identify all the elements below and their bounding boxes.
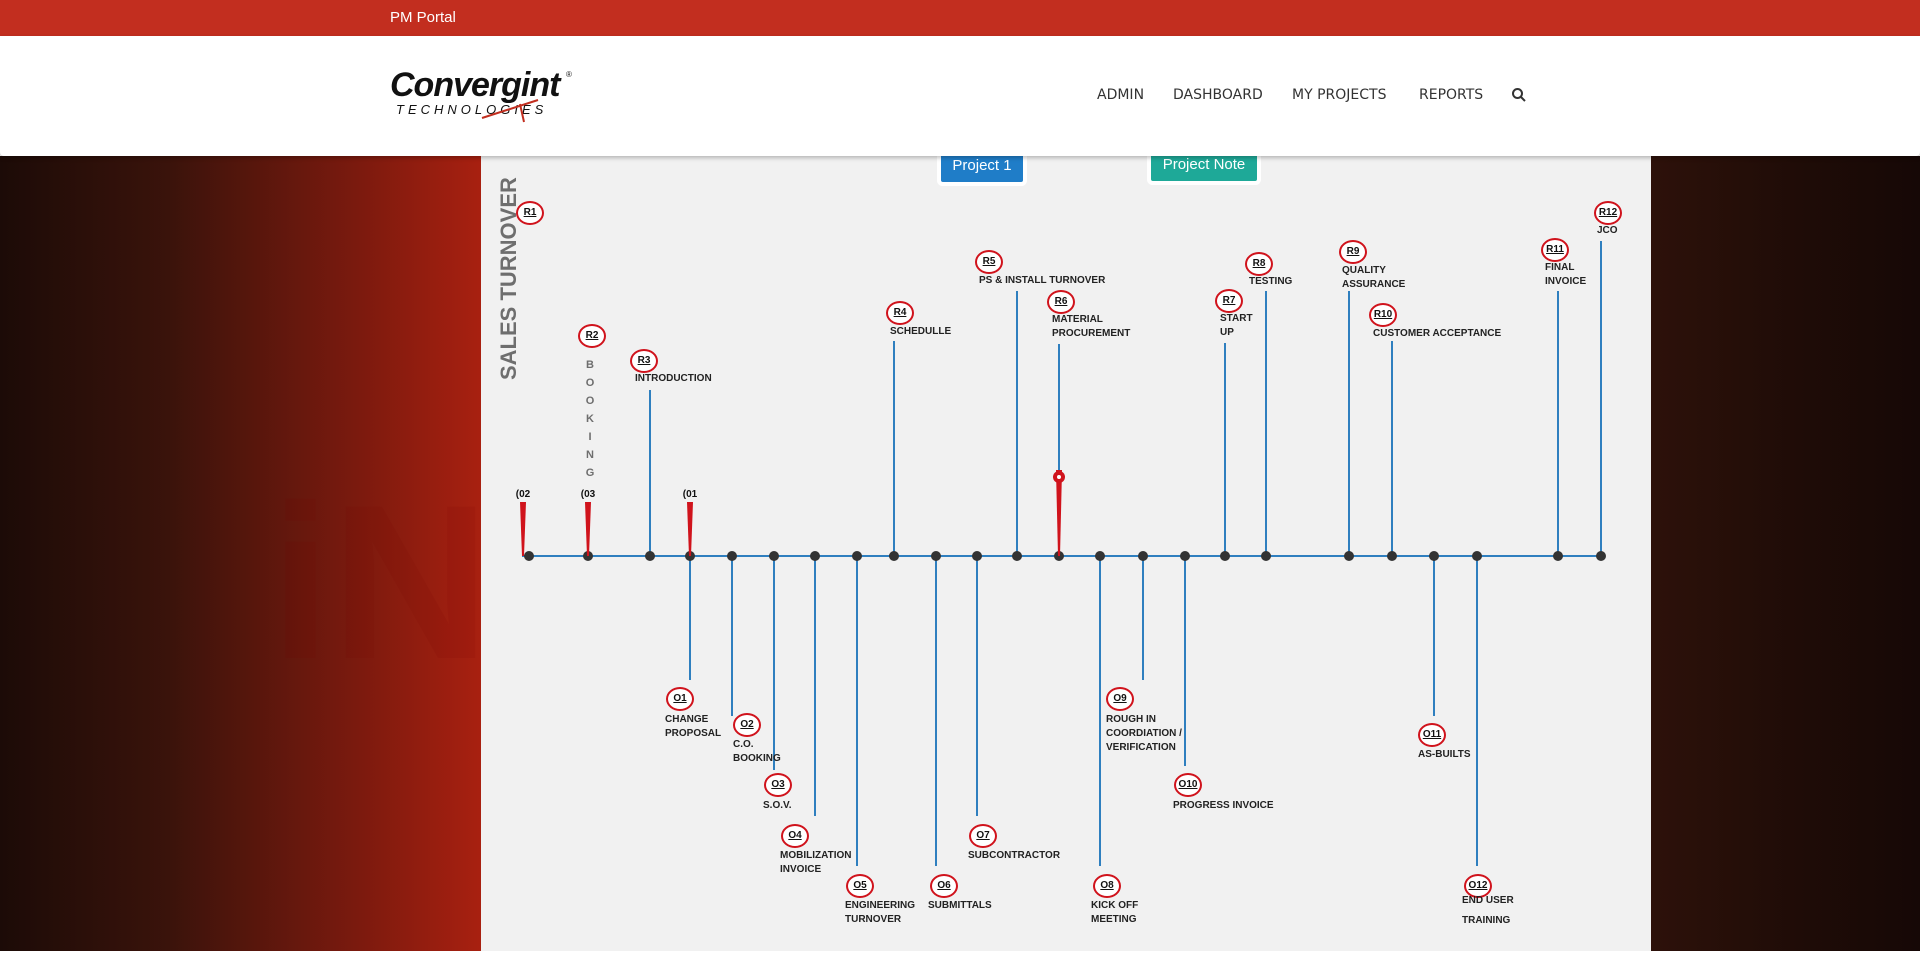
milestone-badge-r8[interactable]: R8 [1245, 252, 1273, 276]
milestone-badge-o11[interactable]: O11 [1418, 723, 1446, 747]
milestone-badge-r7[interactable]: R7 [1215, 289, 1243, 313]
node-r8 [1261, 551, 1271, 561]
logo-swoosh-icon [481, 99, 539, 123]
milestone-badge-o6[interactable]: O6 [930, 874, 958, 898]
node-r3 [645, 551, 655, 561]
left-background: iN [0, 156, 490, 951]
milestone-label-o1: CHANGE PROPOSAL [665, 714, 722, 739]
milestone-label-o9: ROUGH IN COORDIATION / VERIFICATION [1106, 714, 1182, 753]
nav-admin[interactable]: ADMIN [1097, 87, 1145, 103]
status-pin-dot-r6 [1057, 475, 1061, 479]
node-o9 [1138, 551, 1148, 561]
milestone-label-r6: MATERIAL PROCUREMENT [1052, 314, 1131, 339]
milestone-label-r5: PS & INSTALL TURNOVER [979, 275, 1106, 286]
milestone-badge-r12[interactable]: R12 [1594, 201, 1622, 225]
node-r4 [889, 551, 899, 561]
milestone-badge-r11[interactable]: R11 [1541, 238, 1569, 262]
node-o4 [810, 551, 820, 561]
milestone-label-r7: START UP [1220, 313, 1253, 338]
milestone-label-r12: JCO [1597, 225, 1618, 236]
status-pin-1 [520, 502, 526, 556]
milestone-label-r3: INTRODUCTION [635, 373, 712, 384]
milestone-badge-r2[interactable]: R2 [578, 324, 606, 348]
milestone-badge-o4[interactable]: O4 [781, 824, 809, 848]
status-marker-label: (02 [516, 489, 531, 500]
node-o6 [931, 551, 941, 561]
page-bottom [0, 951, 1920, 962]
node-o2 [727, 551, 737, 561]
node-r7 [1220, 551, 1230, 561]
logo-wordmark: Convergint [390, 66, 560, 104]
milestone-badge-o1[interactable]: O1 [666, 687, 694, 711]
milestone-badge-r10[interactable]: R10 [1369, 303, 1397, 327]
top-bar: PM Portal [0, 0, 1920, 36]
milestone-label-o7: SUBCONTRACTOR [968, 850, 1061, 861]
milestone-badge-r1[interactable]: R1 [516, 201, 544, 225]
status-pin-3 [687, 502, 693, 556]
right-background [1651, 156, 1920, 951]
milestone-badge-o5[interactable]: O5 [846, 874, 874, 898]
company-logo[interactable]: Convergint ® TECHNOLOGIES [390, 66, 572, 123]
node-o7 [972, 551, 982, 561]
milestone-badge-o10[interactable]: O10 [1174, 773, 1202, 797]
milestone-badge-o8[interactable]: O8 [1093, 874, 1121, 898]
background-watermark: iN [270, 459, 490, 705]
milestone-label-o11: AS-BUILTS [1418, 749, 1471, 760]
milestone-label-o5: ENGINEERING TURNOVER [845, 900, 916, 925]
milestone-label-o4: MOBILIZATION INVOICE [780, 850, 852, 875]
milestone-badge-o3[interactable]: O3 [764, 773, 792, 797]
node-r12 [1596, 551, 1606, 561]
logo-subtitle: TECHNOLOGIES [396, 102, 548, 117]
node-o11 [1429, 551, 1439, 561]
status-pin-2 [585, 502, 591, 556]
node-r9 [1344, 551, 1354, 561]
milestone-badge-r9[interactable]: R9 [1339, 240, 1367, 264]
milestone-label-o6: SUBMITTALS [928, 900, 992, 911]
milestone-label-o3: S.O.V. [763, 800, 792, 811]
portal-title: PM Portal [390, 9, 456, 26]
nav-my-projects[interactable]: MY PROJECTS [1292, 87, 1387, 103]
milestone-badge-o7[interactable]: O7 [969, 824, 997, 848]
nav-dashboard[interactable]: DASHBOARD [1173, 87, 1263, 103]
milestone-label-o12: END USER TRAINING [1462, 895, 1514, 926]
header: Convergint ® TECHNOLOGIES ADMIN DASHBOAR… [0, 36, 1920, 156]
node-o12 [1472, 551, 1482, 561]
milestone-label-r4: SCHEDULLE [890, 326, 952, 337]
node-r1 [524, 551, 534, 561]
node-r11 [1553, 551, 1563, 561]
milestone-label-o10: PROGRESS INVOICE [1173, 800, 1274, 811]
timeline-panel [481, 156, 1651, 951]
search-icon[interactable] [1511, 87, 1527, 103]
milestone-label-o8: KICK OFF MEETING [1091, 900, 1139, 925]
milestone-badge-o2[interactable]: O2 [733, 713, 761, 737]
node-o10 [1180, 551, 1190, 561]
milestone-badge-r3[interactable]: R3 [630, 349, 658, 373]
status-pin-r6 [1056, 470, 1062, 556]
milestone-badge-o9[interactable]: O9 [1106, 687, 1134, 711]
node-o3 [769, 551, 779, 561]
node-r5 [1012, 551, 1022, 561]
node-o8 [1095, 551, 1105, 561]
milestone-label-r9: QUALITY ASSURANCE [1342, 265, 1406, 290]
milestone-label-r8: TESTING [1249, 276, 1293, 287]
logo-registered-mark: ® [566, 70, 572, 79]
nav-reports[interactable]: REPORTS [1419, 87, 1484, 103]
milestone-badge-r6[interactable]: R6 [1047, 290, 1075, 314]
milestone-badge-r4[interactable]: R4 [886, 301, 914, 325]
node-r10 [1387, 551, 1397, 561]
status-marker-label: (01 [683, 489, 698, 500]
milestone-badge-o12[interactable]: O12 [1464, 874, 1492, 898]
milestone-label-o2: C.O. BOOKING [733, 739, 781, 764]
milestone-label-r11: FINAL INVOICE [1545, 262, 1587, 287]
milestone-badge-r5[interactable]: R5 [975, 250, 1003, 274]
node-o5 [852, 551, 862, 561]
milestone-label-r10: CUSTOMER ACCEPTANCE [1373, 328, 1502, 339]
status-marker-label: (03 [581, 489, 596, 500]
